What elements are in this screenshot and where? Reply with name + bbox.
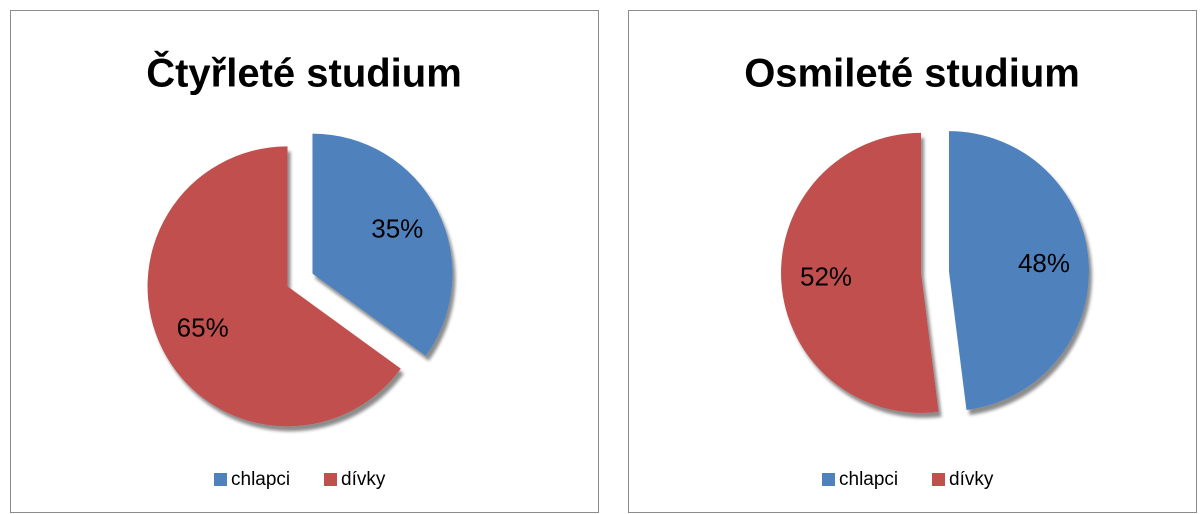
legend-label: dívky xyxy=(949,469,994,490)
data-label: 65% xyxy=(177,312,229,342)
legend-label: dívky xyxy=(341,469,386,490)
legend-swatch xyxy=(214,473,227,486)
legend-swatch xyxy=(324,473,337,486)
pie-slice xyxy=(312,133,453,356)
legend-swatch xyxy=(822,473,835,486)
legend-label: chlapci xyxy=(231,469,290,490)
data-label: 35% xyxy=(371,213,423,243)
chart-frame xyxy=(10,10,599,513)
data-label: 52% xyxy=(800,262,852,292)
legend-label: chlapci xyxy=(839,469,898,490)
chart-title: Osmileté studium xyxy=(744,52,1080,96)
pie-slice xyxy=(781,132,939,413)
pie-slice xyxy=(147,146,401,427)
legend-swatch xyxy=(932,473,945,486)
pie-slice xyxy=(948,131,1089,411)
chart-title: Čtyřleté studium xyxy=(146,50,462,96)
data-label: 48% xyxy=(1018,248,1070,278)
